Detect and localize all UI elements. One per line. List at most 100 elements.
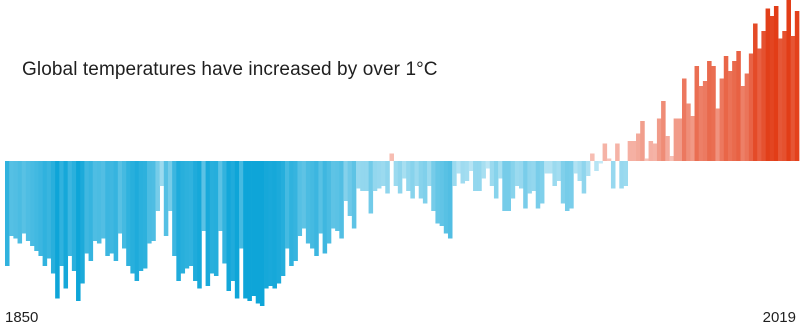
bar-69 bbox=[289, 161, 294, 266]
bar-116 bbox=[485, 161, 491, 169]
bar-157 bbox=[656, 118, 662, 161]
bar-111 bbox=[464, 161, 470, 181]
bar-141 bbox=[590, 153, 595, 161]
bar-56 bbox=[234, 161, 240, 299]
bar-131 bbox=[548, 161, 553, 174]
bar-23 bbox=[96, 161, 102, 244]
x-axis-end-label: 2019 bbox=[762, 309, 796, 326]
bar-66 bbox=[276, 161, 282, 284]
bar-146 bbox=[610, 161, 616, 189]
bar-27 bbox=[113, 161, 119, 261]
bar-183 bbox=[765, 8, 771, 161]
bar-67 bbox=[280, 161, 286, 276]
bar-54 bbox=[226, 161, 232, 291]
bar-174 bbox=[727, 71, 733, 161]
bar-20 bbox=[84, 161, 89, 254]
bar-58 bbox=[243, 161, 248, 299]
bar-143 bbox=[598, 161, 603, 164]
bar-98 bbox=[410, 161, 415, 199]
bar-53 bbox=[222, 161, 227, 264]
bar-11 bbox=[46, 161, 52, 259]
bar-167 bbox=[698, 86, 704, 161]
bar-99 bbox=[414, 161, 420, 186]
temperature-bars bbox=[5, 0, 800, 306]
bar-159 bbox=[665, 136, 670, 161]
bar-189 bbox=[790, 36, 796, 161]
bar-26 bbox=[109, 161, 114, 254]
bar-45 bbox=[188, 161, 194, 266]
bar-106 bbox=[443, 161, 449, 234]
bar-119 bbox=[498, 161, 503, 179]
bar-137 bbox=[573, 161, 578, 174]
bar-33 bbox=[138, 161, 144, 271]
bar-115 bbox=[481, 161, 486, 179]
bar-90 bbox=[376, 161, 382, 189]
bar-165 bbox=[690, 116, 695, 161]
bar-61 bbox=[255, 161, 261, 304]
bar-109 bbox=[456, 161, 461, 174]
bar-117 bbox=[489, 161, 495, 186]
bar-130 bbox=[544, 161, 549, 174]
bar-136 bbox=[569, 161, 574, 209]
bar-63 bbox=[264, 161, 269, 289]
bar-126 bbox=[527, 161, 532, 194]
bar-22 bbox=[92, 161, 98, 241]
bar-103 bbox=[431, 161, 436, 211]
bar-156 bbox=[652, 143, 658, 161]
bar-124 bbox=[519, 161, 524, 189]
bar-60 bbox=[251, 161, 257, 296]
x-axis-start-label: 1850 bbox=[5, 309, 39, 326]
bar-161 bbox=[673, 118, 679, 161]
bar-62 bbox=[259, 161, 265, 306]
bar-89 bbox=[372, 161, 378, 191]
bar-185 bbox=[773, 6, 779, 161]
bar-4 bbox=[17, 161, 23, 244]
bar-96 bbox=[402, 161, 407, 179]
bar-43 bbox=[180, 161, 186, 274]
bar-94 bbox=[393, 161, 399, 186]
bar-107 bbox=[447, 161, 453, 239]
bar-39 bbox=[163, 161, 169, 236]
bar-78 bbox=[326, 161, 332, 244]
bar-72 bbox=[301, 161, 307, 229]
bar-166 bbox=[694, 66, 700, 161]
bar-74 bbox=[310, 161, 315, 249]
bar-36 bbox=[151, 161, 156, 241]
bar-140 bbox=[585, 161, 591, 176]
bar-85 bbox=[356, 161, 361, 189]
bar-132 bbox=[552, 161, 557, 186]
bar-34 bbox=[142, 161, 148, 269]
bar-41 bbox=[172, 161, 177, 256]
bar-184 bbox=[769, 16, 775, 161]
bar-154 bbox=[644, 158, 649, 161]
bar-3 bbox=[13, 161, 18, 239]
bar-179 bbox=[748, 53, 754, 161]
bar-93 bbox=[389, 153, 394, 161]
bar-71 bbox=[297, 161, 303, 236]
bar-49 bbox=[205, 161, 211, 286]
bar-147 bbox=[615, 143, 620, 161]
bar-47 bbox=[197, 161, 202, 289]
bar-180 bbox=[753, 23, 758, 161]
bar-82 bbox=[343, 161, 349, 201]
bar-102 bbox=[427, 161, 432, 186]
bar-6 bbox=[25, 161, 31, 241]
bar-52 bbox=[218, 161, 223, 231]
bar-13 bbox=[55, 161, 60, 299]
bar-168 bbox=[702, 81, 708, 161]
bar-87 bbox=[364, 161, 369, 191]
bar-55 bbox=[230, 161, 236, 281]
bar-101 bbox=[422, 161, 428, 204]
bar-152 bbox=[636, 133, 641, 161]
bar-37 bbox=[155, 161, 160, 211]
bar-138 bbox=[577, 161, 583, 181]
bar-25 bbox=[105, 161, 110, 256]
bar-121 bbox=[506, 161, 511, 211]
bar-9 bbox=[38, 161, 43, 256]
bar-38 bbox=[159, 161, 165, 186]
bar-5 bbox=[21, 161, 27, 234]
chart-title: Global temperatures have increased by ov… bbox=[22, 59, 438, 80]
bar-50 bbox=[209, 161, 215, 274]
bar-158 bbox=[661, 101, 666, 161]
